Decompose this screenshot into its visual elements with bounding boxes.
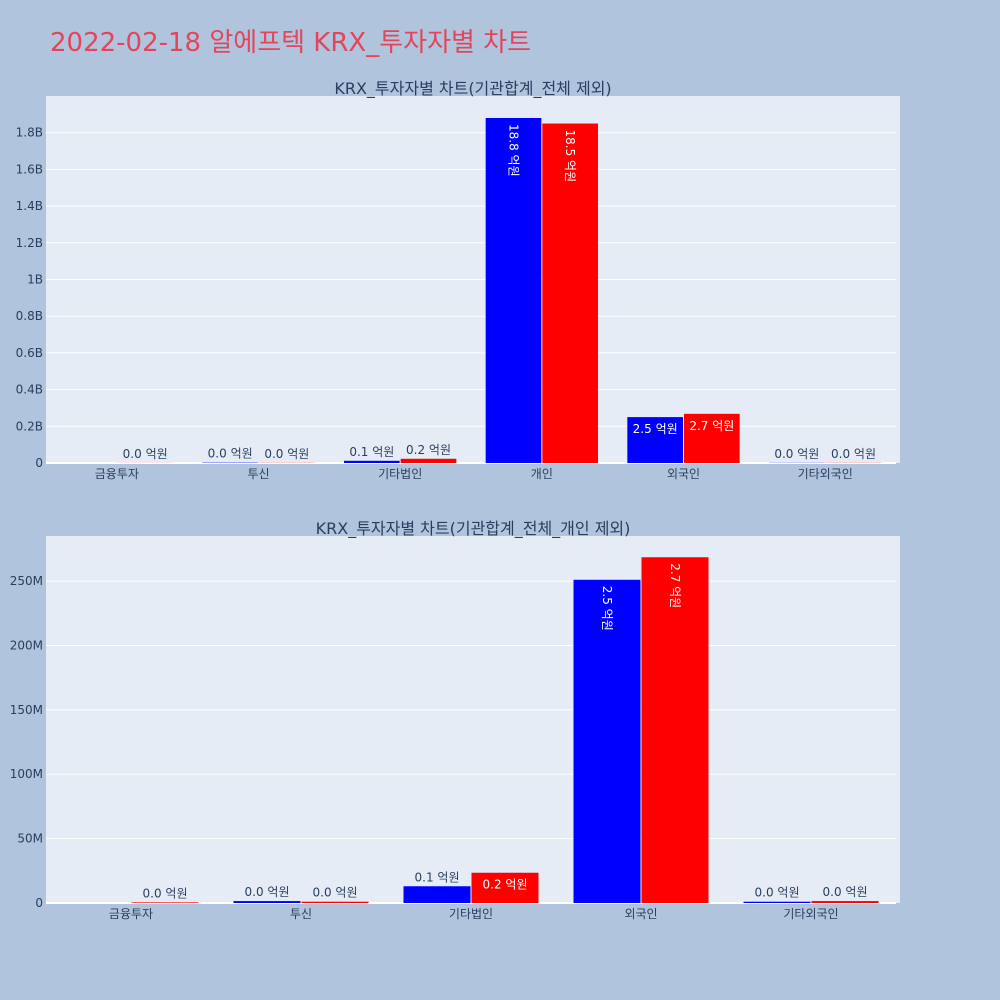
bar	[301, 901, 369, 903]
bar-label: 18.5 억원	[563, 130, 577, 183]
bar	[131, 902, 199, 903]
y-tick-label: 1B	[27, 273, 43, 287]
plot-area	[46, 536, 900, 903]
bar	[627, 417, 683, 463]
chart-1-svg: KRX_투자자별 차트(기관합계_전체 제외) 0 0.2B 0.4B 0.6B 0.8B…	[16, 79, 900, 481]
x-tick-label: 기타법인	[449, 907, 493, 921]
y-tick-label: 1.2B	[16, 236, 43, 250]
chart-investor-excl-institution-individual: KRX_투자자별 차트(기관합계_전체_개인 제외) 0 50M 100M 150M 20…	[0, 510, 1000, 930]
x-tick-label: 기타외국인	[783, 907, 838, 921]
bar-label: 2.7 억원	[689, 419, 734, 433]
bar	[743, 901, 811, 903]
bar	[684, 413, 740, 463]
bar-label: 0.0 억원	[245, 885, 290, 899]
x-tick-label: 외국인	[624, 907, 657, 921]
chart-2-svg: KRX_투자자별 차트(기관합계_전체_개인 제외) 0 50M 100M 150M 20…	[10, 519, 900, 921]
y-tick-label: 100M	[10, 767, 43, 781]
x-tick-label: 개인	[531, 467, 553, 481]
x-tick-label: 외국인	[667, 467, 700, 481]
bar	[573, 579, 641, 903]
bar	[485, 118, 542, 463]
bar-label: 2.5 억원	[633, 422, 678, 436]
x-tick-label: 투신	[247, 467, 269, 481]
bar-label: 0.0 억원	[823, 885, 868, 899]
bar	[400, 458, 457, 463]
y-tick-label: 0.6B	[16, 346, 43, 360]
bar	[811, 901, 879, 903]
bar-label: 0.0 억원	[143, 886, 188, 900]
bar-label: 0.0 억원	[774, 447, 819, 461]
x-tick-label: 기타법인	[378, 467, 422, 481]
x-tick-label: 투신	[290, 907, 312, 921]
bar-label: 0.0 억원	[123, 447, 168, 461]
y-tick-label: 250M	[10, 574, 43, 588]
bar	[542, 123, 598, 464]
bar-label: 0.1 억원	[415, 870, 460, 884]
bar-label: 0.1 억원	[349, 445, 394, 459]
bar-label: 0.0 억원	[264, 447, 309, 461]
bar-label: 0.2 억원	[406, 443, 451, 457]
y-tick-label: 150M	[10, 703, 43, 717]
x-tick-label: 기타외국인	[798, 467, 853, 481]
y-tick-label: 1.8B	[16, 126, 43, 140]
bar-label: 0.0 억원	[313, 886, 358, 900]
bar-label: 0.2 억원	[483, 878, 528, 892]
bar-label: 0.0 억원	[831, 447, 876, 461]
bar	[403, 886, 471, 903]
chart-investor-excl-institution: KRX_투자자별 차트(기관합계_전체 제외) 0 0.2B 0.4B 0.6B 0.8B…	[0, 70, 1000, 490]
chart-title: KRX_투자자별 차트(기관합계_전체 제외)	[334, 79, 611, 99]
bar	[233, 901, 301, 903]
chart-title: KRX_투자자별 차트(기관합계_전체_개인 제외)	[316, 519, 631, 539]
y-tick-label: 0.8B	[16, 309, 43, 323]
y-tick-label: 0.2B	[16, 419, 43, 433]
bar-label: 2.7 억원	[668, 563, 682, 608]
y-tick-label: 200M	[10, 638, 43, 652]
x-tick-label: 금융투자	[95, 467, 139, 481]
page-title: 2022-02-18 알에프텍 KRX_투자자별 차트	[50, 28, 532, 58]
bar-label: 2.5 억원	[600, 586, 614, 631]
y-tick-label: 0	[35, 456, 43, 470]
bar-label: 18.8 억원	[507, 124, 521, 177]
y-tick-label: 50M	[17, 832, 43, 846]
bar	[641, 557, 709, 903]
y-tick-label: 0	[35, 896, 43, 910]
y-tick-label: 0.4B	[16, 383, 43, 397]
bar-label: 0.0 억원	[755, 886, 800, 900]
y-tick-label: 1.6B	[16, 162, 43, 176]
x-tick-label: 금융투자	[109, 907, 153, 921]
y-tick-label: 1.4B	[16, 199, 43, 213]
bar	[471, 872, 539, 903]
bar-label: 0.0 억원	[208, 447, 253, 461]
bar	[344, 460, 400, 463]
